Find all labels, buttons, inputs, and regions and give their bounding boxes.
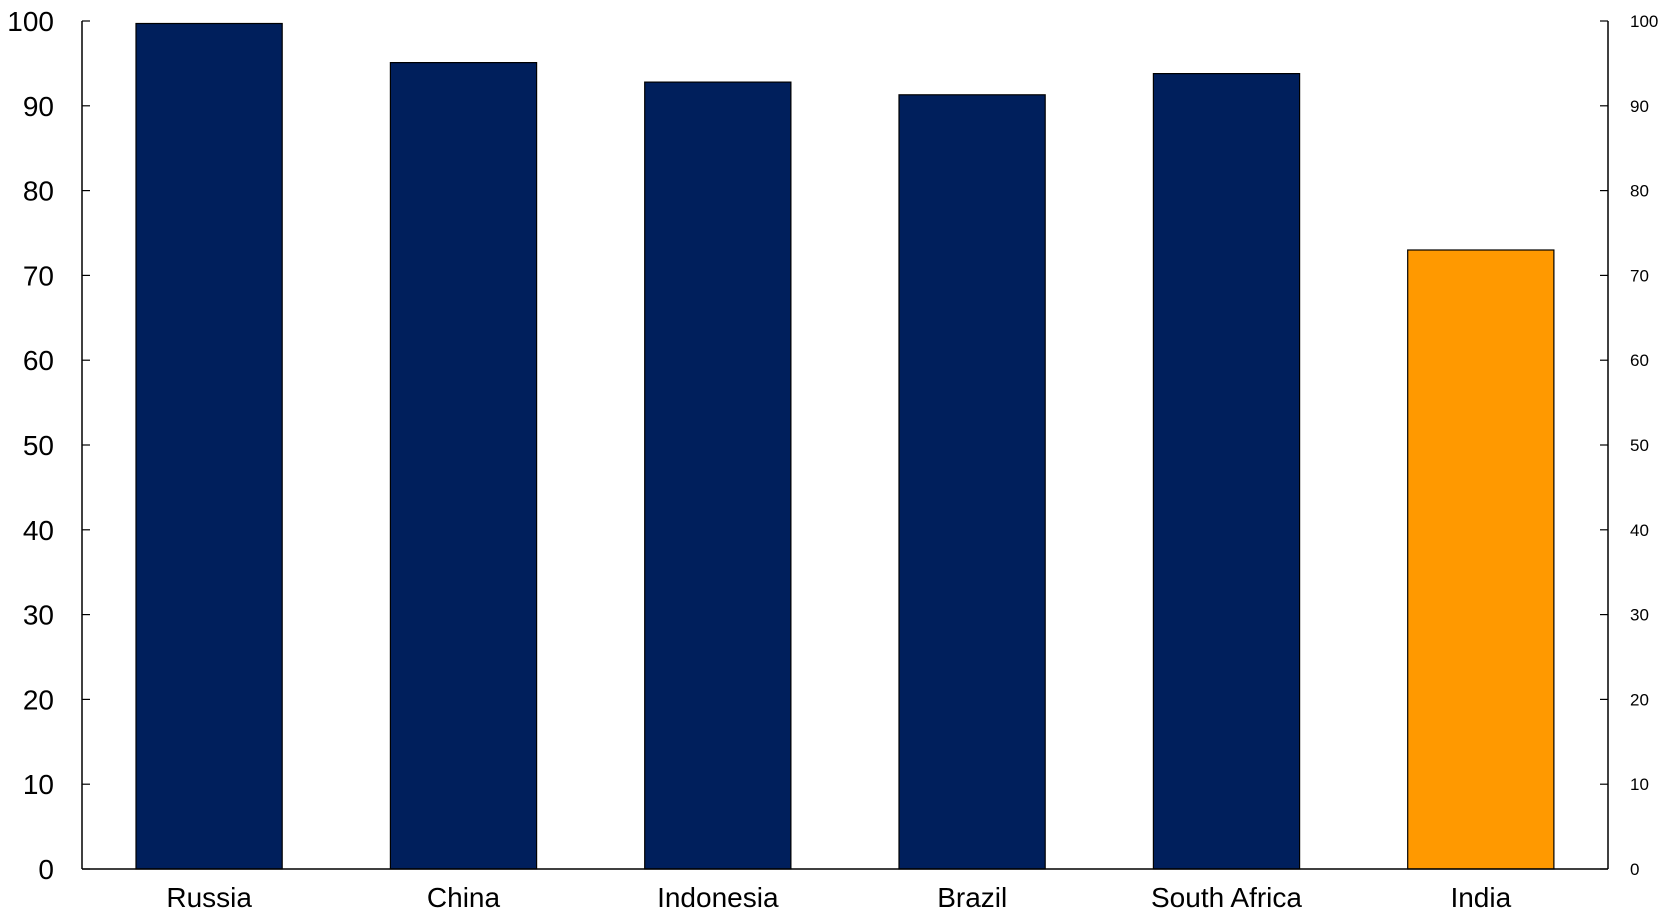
x-tick-label: China bbox=[427, 882, 501, 912]
x-tick-label: Brazil bbox=[937, 882, 1007, 912]
bars-group bbox=[135, 22, 1555, 870]
right-y-tick-label: 0 bbox=[1630, 860, 1639, 879]
axes-group bbox=[81, 21, 1609, 870]
bar-brazil bbox=[898, 94, 1046, 870]
right-y-tick-label: 40 bbox=[1630, 521, 1649, 540]
right-y-tick-label: 60 bbox=[1630, 351, 1649, 370]
right-y-axis: 0 10 20 30 40 50 60 70 80 90 100 bbox=[1600, 12, 1658, 879]
left-y-tick-label: 100 bbox=[7, 6, 54, 37]
right-y-tick-label: 30 bbox=[1630, 606, 1649, 625]
x-tick-label: Indonesia bbox=[657, 882, 779, 912]
bar-india bbox=[1407, 249, 1555, 870]
right-y-tick-label: 50 bbox=[1630, 436, 1649, 455]
left-y-tick-label: 90 bbox=[23, 91, 54, 122]
left-y-tick-label: 50 bbox=[23, 430, 54, 461]
right-y-tick-label: 90 bbox=[1630, 97, 1649, 116]
right-y-tick-label: 100 bbox=[1630, 12, 1658, 31]
right-y-tick-label: 20 bbox=[1630, 690, 1649, 709]
bar-south-africa bbox=[1152, 72, 1301, 870]
left-y-axis: 0 10 20 30 40 50 60 70 80 90 100 bbox=[7, 6, 90, 885]
left-y-tick-label: 40 bbox=[23, 515, 54, 546]
x-tick-label: Russia bbox=[166, 882, 252, 912]
left-y-tick-label: 70 bbox=[23, 260, 54, 291]
left-y-tick-label: 60 bbox=[23, 345, 54, 376]
bar-russia bbox=[135, 22, 283, 870]
right-y-tick-label: 70 bbox=[1630, 266, 1649, 285]
x-tick-label: India bbox=[1450, 882, 1511, 912]
left-y-tick-label: 0 bbox=[38, 854, 54, 885]
x-tick-label: South Africa bbox=[1151, 882, 1302, 912]
left-y-tick-label: 80 bbox=[23, 176, 54, 207]
left-y-tick-label: 10 bbox=[23, 769, 54, 800]
left-y-tick-label: 20 bbox=[23, 684, 54, 715]
x-axis: Russia China Indonesia Brazil South Africa In… bbox=[166, 882, 1511, 912]
bar-china bbox=[389, 61, 538, 870]
right-y-tick-label: 80 bbox=[1630, 182, 1649, 201]
right-y-tick-label: 10 bbox=[1630, 775, 1649, 794]
left-y-tick-label: 30 bbox=[23, 600, 54, 631]
bar-indonesia bbox=[644, 81, 792, 870]
